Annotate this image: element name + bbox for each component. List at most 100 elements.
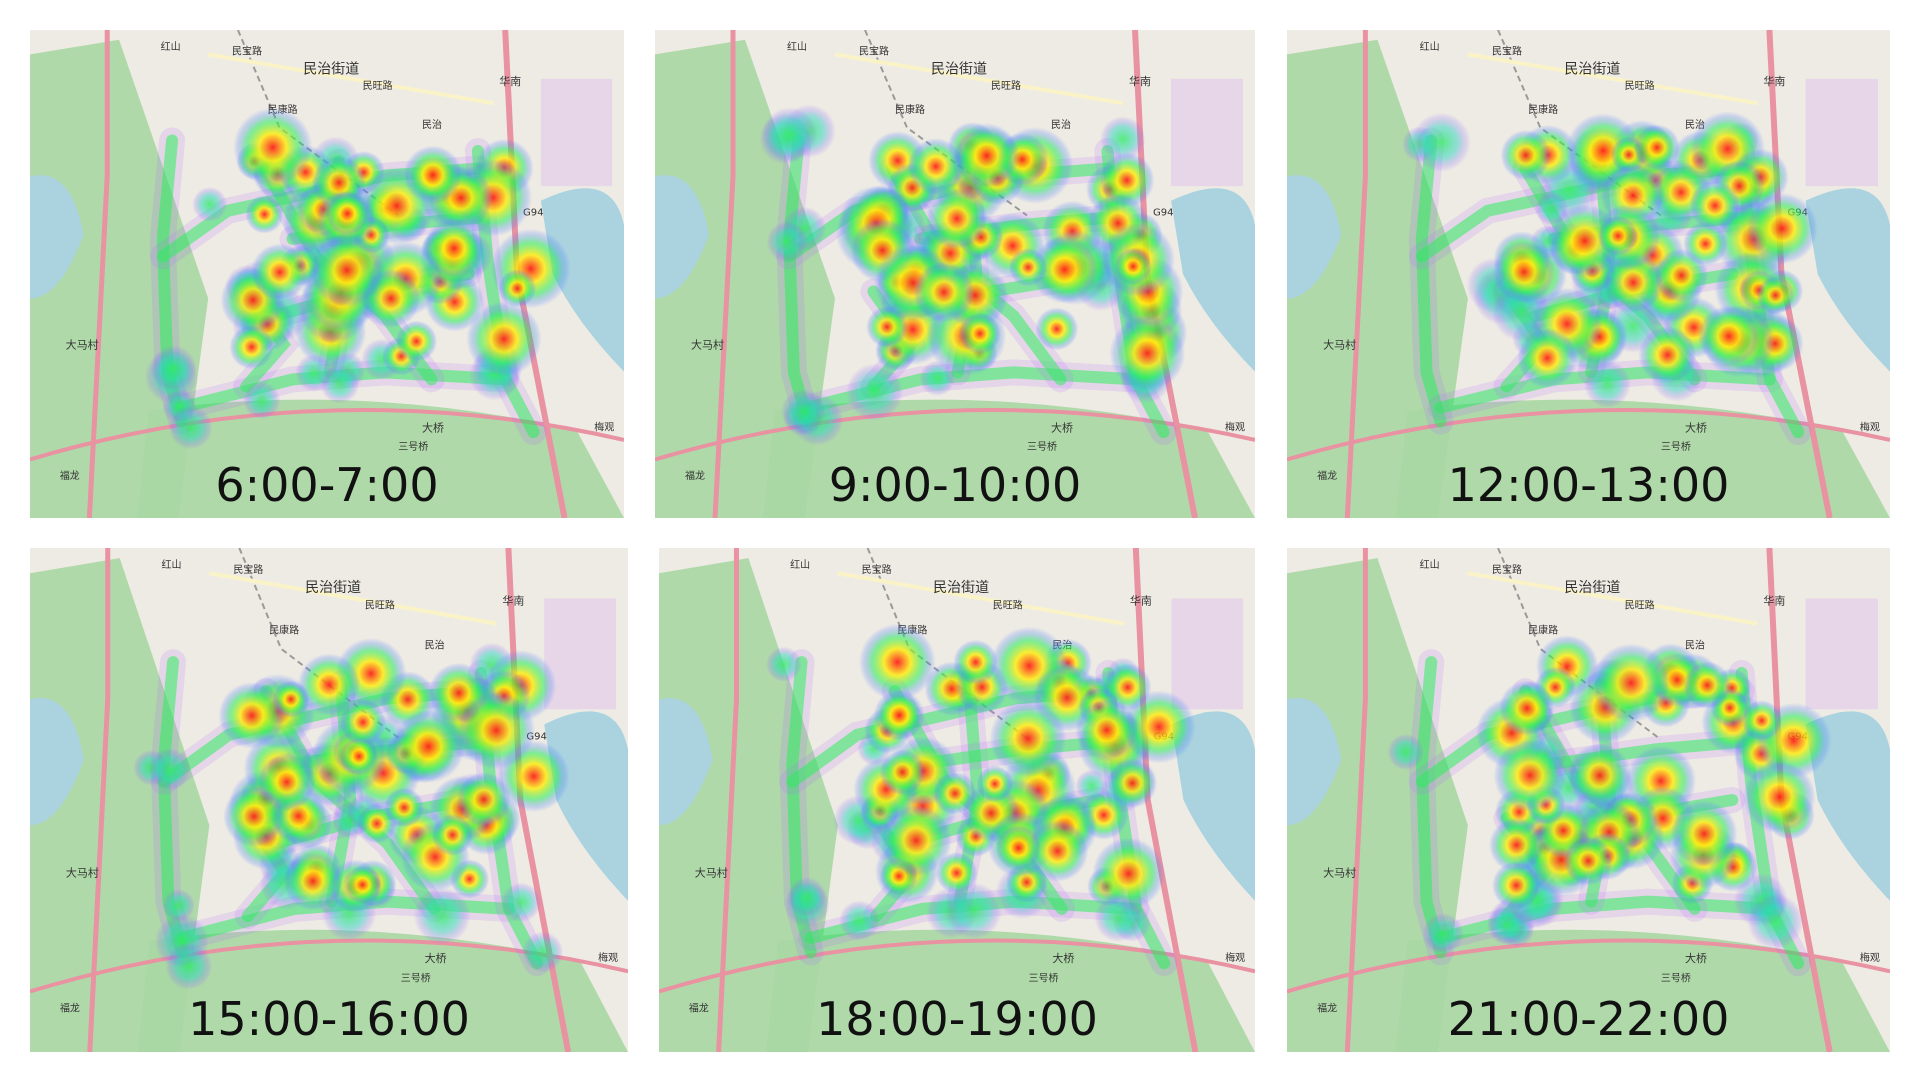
water-body-west [30, 175, 84, 299]
park-area-south [137, 929, 628, 1052]
heat-blob-high [989, 699, 1067, 777]
heat-blob-low [786, 876, 827, 918]
heat-blob-high [1500, 129, 1552, 181]
map-place-label: 民康路 [269, 624, 299, 637]
heat-blob-high [431, 813, 474, 856]
map-place-label: 大马村 [1323, 337, 1356, 351]
map-place-label: 民治街道 [1564, 61, 1620, 77]
heat-blob-high [309, 232, 385, 308]
heat-blob-low [766, 221, 808, 263]
heat-blob-high [1498, 680, 1555, 737]
heat-blob-high [1633, 124, 1681, 171]
heat-layer [133, 637, 570, 990]
water-body-east [1805, 188, 1890, 372]
heat-blob-high [384, 787, 425, 828]
heat-blob-high [873, 689, 925, 741]
map-place-label: 三号桥 [1661, 972, 1691, 984]
water-body-east [540, 188, 624, 372]
heat-blob-low [1100, 116, 1146, 162]
heat-blob-high [995, 825, 1042, 871]
minor-road [1467, 52, 1758, 106]
map-place-label: 华南 [502, 593, 524, 607]
heat-blob-low [761, 106, 818, 163]
heat-blob-low [945, 882, 1003, 940]
heat-layer [766, 623, 1196, 977]
map-place-label: 三号桥 [401, 972, 431, 984]
park-area-south [1395, 399, 1890, 518]
heat-blob-high [223, 785, 285, 848]
heat-layer [1401, 111, 1818, 446]
map-place-label: 民旺路 [993, 598, 1023, 611]
industrial-area [540, 78, 613, 187]
map-place-label: 大桥 [425, 951, 447, 965]
industrial-area [1171, 598, 1244, 710]
heat-blob-high [953, 639, 999, 685]
minor-road [207, 52, 494, 106]
heat-blob-high [391, 709, 466, 784]
heat-blob-high [976, 765, 1014, 803]
map-place-label: 华南 [1763, 74, 1785, 88]
heat-blob-high [1107, 758, 1158, 809]
heat-blob-high [879, 749, 926, 796]
heat-blob-high [1114, 247, 1152, 286]
major-road-south [659, 938, 1255, 994]
minor-road [837, 571, 1125, 626]
heat-blob-low [501, 882, 542, 923]
map-place-label: 梅观 [598, 951, 618, 964]
map-place-label: 三号桥 [1027, 441, 1057, 453]
park-area-south [766, 929, 1255, 1052]
map-place-label: 大马村 [66, 337, 99, 351]
park-area-south [763, 399, 1255, 518]
map-place-label: 民治街道 [933, 580, 989, 596]
heat-blob-high [1638, 325, 1697, 385]
map-place-label: 梅观 [1225, 420, 1245, 433]
heat-blob-high [1591, 643, 1671, 723]
heat-blob-high [913, 261, 975, 323]
heat-blob-high [1493, 738, 1567, 812]
map-place-label: 梅观 [1860, 951, 1880, 964]
water-body-west [1287, 697, 1342, 826]
heat-blob-high [456, 772, 512, 827]
heat-blob-low [1747, 893, 1804, 950]
minor-road [1467, 571, 1758, 626]
map-place-label: 红山 [790, 558, 810, 571]
map-place-label: 民治街道 [1564, 580, 1620, 596]
map-place-label: 民康路 [1528, 624, 1558, 637]
map-place-label: 民宝路 [232, 45, 262, 58]
map-place-label: 福龙 [689, 1002, 709, 1015]
map-place-label: G94 [1153, 208, 1173, 219]
map-place-label: 红山 [1420, 40, 1440, 53]
map-place-label: 民旺路 [363, 79, 393, 92]
heat-blob-high [395, 320, 438, 363]
heat-blob-high [297, 653, 361, 716]
map-place-label: 大桥 [1052, 951, 1074, 965]
map-place-label: 梅观 [1860, 420, 1880, 433]
map-place-label: 民宝路 [1492, 45, 1522, 58]
map-place-label: 梅观 [594, 420, 614, 433]
heat-blob-high [343, 865, 382, 905]
heat-blob-low [1387, 733, 1425, 771]
map-place-label: 大桥 [1051, 420, 1073, 434]
heat-blob-low [1422, 912, 1464, 955]
map-place-label: 福龙 [685, 469, 705, 482]
map-place-label: 大桥 [1685, 951, 1707, 965]
heat-blob-high [907, 138, 965, 195]
major-road-west [1344, 548, 1368, 1052]
heat-blob-high [283, 851, 343, 911]
major-road-west [1344, 30, 1368, 518]
heat-layer [1387, 635, 1832, 977]
industrial-area [1805, 598, 1878, 710]
map-place-label: 民治 [422, 118, 442, 131]
heat-blob-high [880, 804, 953, 877]
heat-blob-high [218, 682, 286, 749]
map-place-label: 民治街道 [305, 580, 361, 596]
heat-blob-high [339, 736, 379, 776]
minor-road [209, 571, 497, 626]
map-place-label: 梅观 [1225, 951, 1245, 964]
